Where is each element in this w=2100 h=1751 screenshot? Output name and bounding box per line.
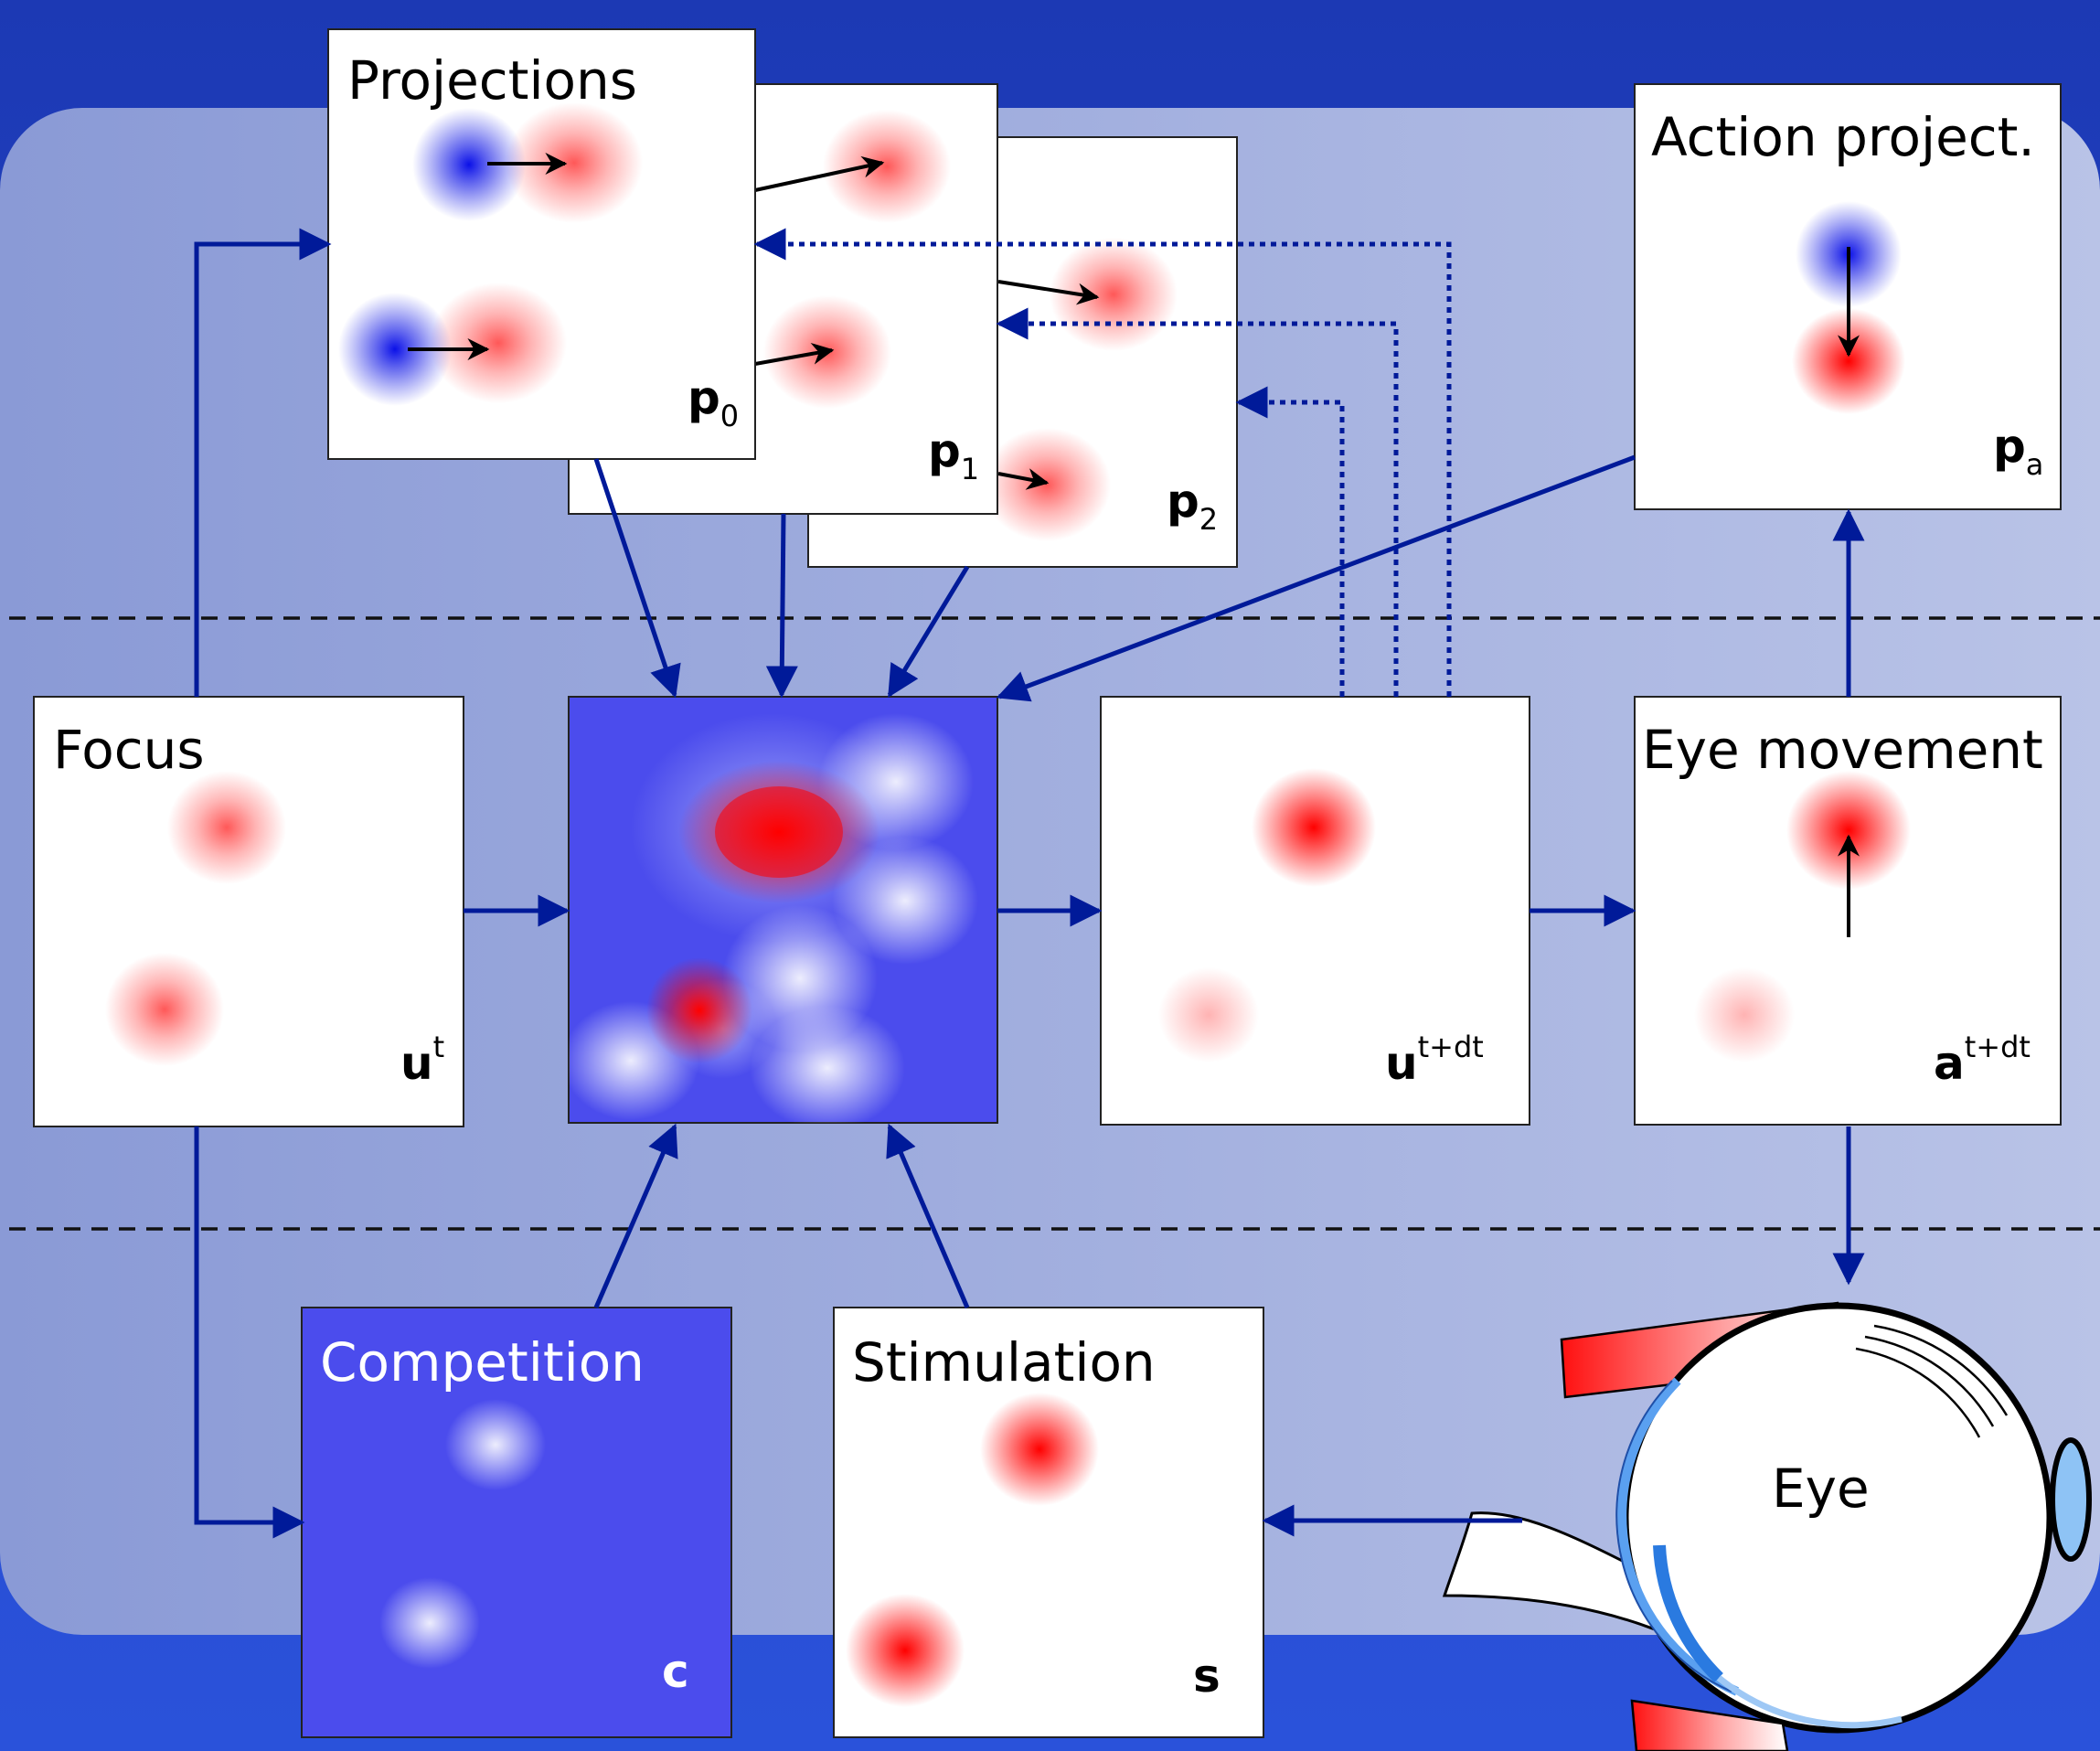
ut-dt-label: ut+dt xyxy=(1385,1030,1484,1090)
dotted-feedback-to-p0 xyxy=(753,228,1452,697)
arrow-action-to-interaction xyxy=(996,454,1636,702)
eye-illustration: Eye xyxy=(1442,1301,2092,1751)
action-projection-field: Action project. pa xyxy=(1634,83,2062,510)
arrow-focus-to-projections xyxy=(194,228,332,697)
arrow-stimulation-to-interaction xyxy=(886,1123,970,1308)
p1-label: p1 xyxy=(928,424,979,486)
arrow-focus-to-competition xyxy=(194,1126,305,1539)
s-label: s xyxy=(1193,1650,1221,1703)
eye-movement-title: Eye movement xyxy=(1642,719,2043,781)
focus-next-field: ut+dt xyxy=(1100,696,1530,1126)
pa-label: pa xyxy=(1993,420,2043,482)
p2-label: p2 xyxy=(1167,475,1218,537)
focus-title: Focus xyxy=(53,719,205,781)
arrow-p0-to-interaction xyxy=(593,458,681,699)
optic-nerve xyxy=(1442,1511,1675,1639)
at-dt-label: at+dt xyxy=(1934,1030,2031,1090)
stimulation-field: Stimulation s xyxy=(833,1307,1264,1738)
arrow-competition-to-interaction xyxy=(593,1123,678,1308)
eye-label: Eye xyxy=(1772,1457,1870,1520)
projection-p0-field: Projections p0 xyxy=(327,28,756,460)
competition-field: Competition c xyxy=(301,1307,732,1738)
focus-field: Focus ut xyxy=(33,696,464,1127)
eye-movement-field: Eye movement at+dt xyxy=(1634,696,2062,1126)
arrow-p2-to-interaction xyxy=(887,565,970,698)
dotted-feedback-to-p1 xyxy=(996,307,1399,697)
content-panel xyxy=(0,108,2100,1635)
action-projection-title: Action project. xyxy=(1651,106,2035,168)
interaction-field xyxy=(568,696,998,1124)
dotted-feedback-to-p2 xyxy=(1235,386,1345,697)
eye-muscle-lower xyxy=(1630,1699,1789,1751)
connections xyxy=(194,228,1865,1539)
ut-label: ut xyxy=(400,1030,444,1090)
c-label: c xyxy=(662,1645,689,1698)
retina xyxy=(1617,1377,1740,1696)
fovea xyxy=(1653,1544,1723,1683)
projections-title: Projections xyxy=(347,49,637,112)
competition-title: Competition xyxy=(320,1331,645,1393)
p0-label: p0 xyxy=(688,371,739,433)
stimulation-title: Stimulation xyxy=(852,1331,1156,1393)
cornea-lens xyxy=(2050,1437,2092,1562)
arrow-p1-to-interaction xyxy=(765,513,798,699)
